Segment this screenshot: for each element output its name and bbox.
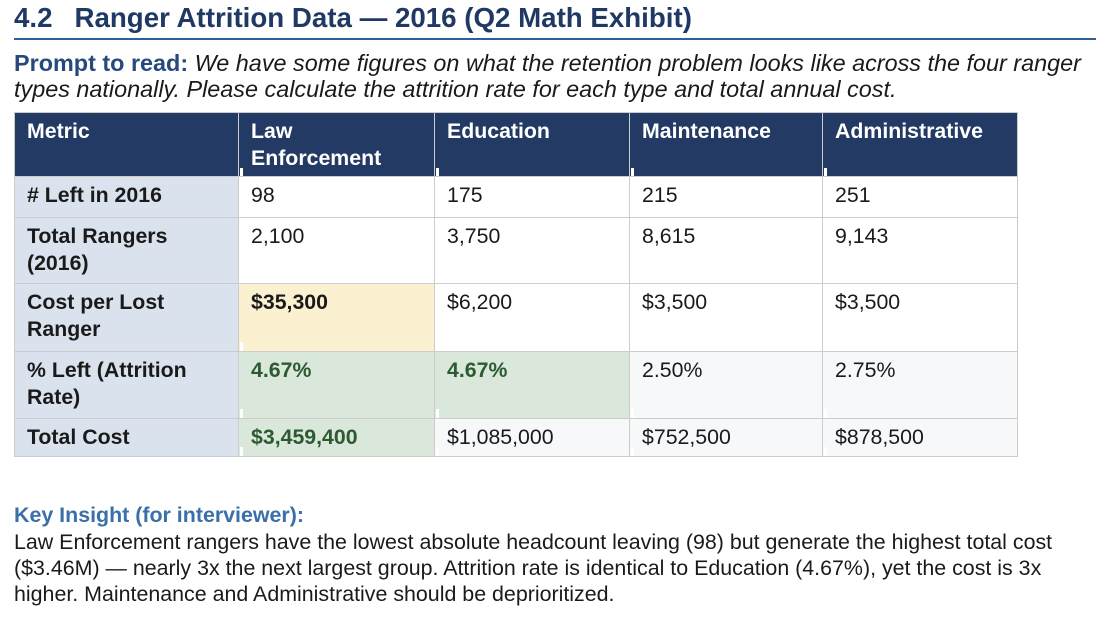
column-header-metric: Metric bbox=[14, 111, 239, 178]
cell-cost-law-enforcement: $35,300 bbox=[238, 283, 435, 353]
cell-rate-education: 4.67% bbox=[434, 351, 630, 420]
row-label-total-rangers: Total Rangers (2016) bbox=[14, 217, 239, 285]
cell-rangers-maintenance: 8,615 bbox=[629, 217, 823, 285]
cell-rangers-administrative: 9,143 bbox=[822, 217, 1018, 285]
cell-total-administrative: $878,500 bbox=[822, 418, 1018, 458]
column-header-law-enforcement: Law Enforcement bbox=[238, 111, 435, 178]
section-number: 4.2 bbox=[14, 2, 53, 33]
row-label-left-2016: # Left in 2016 bbox=[14, 176, 239, 219]
section-title-text: Ranger Attrition Data — 2016 (Q2 Math Ex… bbox=[74, 2, 692, 33]
cell-cost-maintenance: $3,500 bbox=[629, 283, 823, 353]
prompt-text: We have some figures on what the retenti… bbox=[14, 49, 1081, 103]
page-title: 4.2 Ranger Attrition Data — 2016 (Q2 Math… bbox=[14, 1, 1096, 35]
table-row-total-rangers: Total Rangers (2016) 2,100 3,750 8,615 9… bbox=[14, 217, 1018, 285]
insight-label: Key Insight (for interviewer): bbox=[14, 503, 305, 528]
cell-rate-law-enforcement: 4.67% bbox=[238, 351, 435, 420]
row-label-cost-per-lost: Cost per Lost Ranger bbox=[14, 283, 239, 353]
title-underline bbox=[14, 37, 1096, 40]
prompt-paragraph: Prompt to read: We have some figures on … bbox=[14, 50, 1096, 103]
cell-left-law-enforcement: 98 bbox=[238, 176, 435, 219]
cell-cost-education: $6,200 bbox=[434, 283, 630, 353]
column-header-education: Education bbox=[434, 111, 630, 178]
cell-rate-maintenance: 2.50% bbox=[629, 351, 823, 420]
insight-text: Law Enforcement rangers have the lowest … bbox=[14, 529, 1053, 607]
prompt-label: Prompt to read: bbox=[14, 49, 189, 76]
header-row: Metric Law Enforcement Education Mainten… bbox=[14, 111, 1018, 178]
cell-total-education: $1,085,000 bbox=[434, 418, 630, 458]
cell-rate-administrative: 2.75% bbox=[822, 351, 1018, 420]
table-row-total-cost: Total Cost $3,459,400 $1,085,000 $752,50… bbox=[14, 418, 1018, 458]
cell-total-maintenance: $752,500 bbox=[629, 418, 823, 458]
table-row-attrition-rate: % Left (Attrition Rate) 4.67% 4.67% 2.50… bbox=[14, 351, 1018, 420]
cell-left-administrative: 251 bbox=[822, 176, 1018, 219]
row-label-attrition-rate: % Left (Attrition Rate) bbox=[14, 351, 239, 420]
table-row-cost-per-lost: Cost per Lost Ranger $35,300 $6,200 $3,5… bbox=[14, 283, 1018, 353]
row-label-total-cost: Total Cost bbox=[14, 418, 239, 458]
cell-left-education: 175 bbox=[434, 176, 630, 219]
table-row-left-2016: # Left in 2016 98 175 215 251 bbox=[14, 176, 1018, 219]
cell-cost-administrative: $3,500 bbox=[822, 283, 1018, 353]
column-header-maintenance: Maintenance bbox=[629, 111, 823, 178]
cell-rangers-law-enforcement: 2,100 bbox=[238, 217, 435, 285]
cell-total-law-enforcement: $3,459,400 bbox=[238, 418, 435, 458]
cell-left-maintenance: 215 bbox=[629, 176, 823, 219]
attrition-table: Metric Law Enforcement Education Mainten… bbox=[14, 111, 1018, 458]
cell-rangers-education: 3,750 bbox=[434, 217, 630, 285]
document-page: 4.2 Ranger Attrition Data — 2016 (Q2 Math… bbox=[0, 1, 1108, 608]
column-header-administrative: Administrative bbox=[822, 111, 1018, 178]
